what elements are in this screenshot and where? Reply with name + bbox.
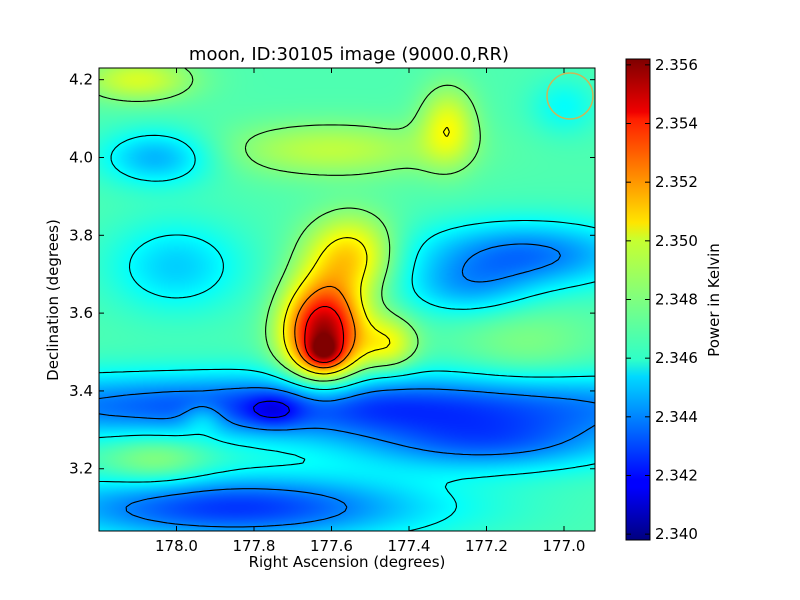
- colorbar-tick-label: 2.342: [655, 466, 698, 484]
- y-tick-label: 3.4: [69, 382, 93, 400]
- contour-level: [304, 305, 345, 364]
- x-tick-label: 177.8: [233, 537, 276, 555]
- contour-lines: [99, 68, 595, 531]
- x-tick-label: 177.4: [388, 537, 431, 555]
- y-tick-label: 3.6: [69, 304, 93, 322]
- y-tick-label: 3.2: [69, 460, 93, 478]
- colorbar-tick-label: 2.348: [655, 291, 698, 309]
- contour-level: [252, 400, 291, 418]
- contour-level: [294, 285, 356, 369]
- colorbar-tick-label: 2.350: [655, 232, 698, 250]
- x-tick-label: 177.2: [465, 537, 508, 555]
- y-tick-label: 4.0: [69, 148, 93, 166]
- plot-frame: [98, 67, 596, 532]
- y-tick-label: 4.2: [69, 71, 93, 89]
- colorbar-tick-label: 2.356: [655, 56, 698, 74]
- colorbar-label: Power in Kelvin: [705, 243, 723, 357]
- x-tick-label: 178.0: [155, 537, 198, 555]
- colorbar-tick-label: 2.344: [655, 408, 698, 426]
- colorbar-tick-label: 2.352: [655, 173, 698, 191]
- beam-circle: [546, 72, 594, 120]
- colorbar-tick-label: 2.346: [655, 349, 698, 367]
- x-axis: 178.0 177.8 177.6 177.4 177.2 177.0: [155, 68, 585, 555]
- contour-level: [282, 126, 450, 375]
- x-axis-label: Right Ascension (degrees): [249, 553, 446, 571]
- y-axis-label: Declination (degrees): [44, 219, 62, 381]
- contour-level: [99, 243, 595, 528]
- colorbar-ticks: 2.340 2.342 2.344 2.346 2.348 2.350 2.352 2.354…: [626, 56, 698, 543]
- chart-title: moon, ID:30105 image (9000.0,RR): [189, 44, 509, 65]
- plot-area: [98, 67, 596, 532]
- contour-level: [99, 68, 481, 382]
- colorbar-tick-label: 2.340: [655, 525, 698, 543]
- x-tick-label: 177.6: [310, 537, 353, 555]
- y-tick-label: 3.8: [69, 226, 93, 244]
- y-axis: 3.2 3.4 3.6 3.8 4.0 4.2: [69, 71, 595, 478]
- x-tick-label: 177.0: [543, 537, 586, 555]
- colorbar-tick-label: 2.354: [655, 115, 698, 133]
- colorbar: 2.340 2.342 2.344 2.346 2.348 2.350 2.352 2.354…: [625, 56, 723, 543]
